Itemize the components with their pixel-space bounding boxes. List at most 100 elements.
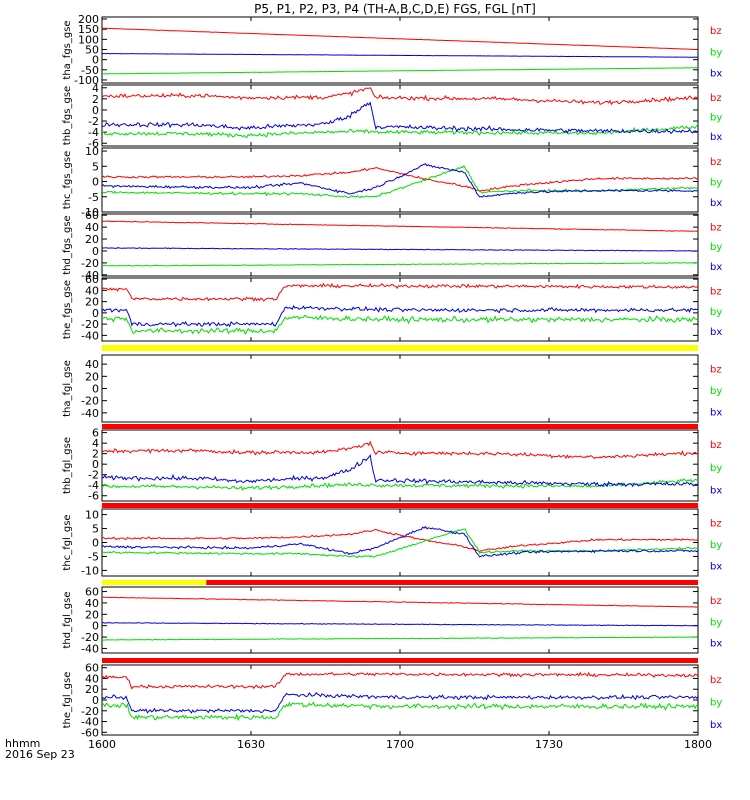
series-by xyxy=(101,124,699,139)
x-tick-label: 1630 xyxy=(237,738,265,751)
y-tick-label: 0 xyxy=(92,176,99,189)
y-tick-label: 60 xyxy=(85,662,99,675)
legend-by: by xyxy=(710,386,722,397)
y-tick-label: -10 xyxy=(81,564,99,577)
series-by xyxy=(101,314,699,336)
legend-by: by xyxy=(710,47,722,58)
flag-bar-red xyxy=(102,503,698,508)
y-axis-label: thb_fgs_gse xyxy=(62,86,73,145)
y-tick-label: 0 xyxy=(92,54,99,67)
y-tick-label: -40 xyxy=(81,407,99,420)
y-tick-label: 20 xyxy=(85,296,99,309)
y-tick-label: 0 xyxy=(92,383,99,396)
legend-bx: bx xyxy=(710,486,722,497)
y-tick-label: -40 xyxy=(81,329,99,342)
y-tick-label: 40 xyxy=(85,284,99,297)
series-bx xyxy=(101,692,699,714)
y-tick-label: -6 xyxy=(88,137,99,150)
y-tick-label: -20 xyxy=(81,395,99,408)
y-tick-label: -2 xyxy=(88,469,99,482)
y-tick-label: -4 xyxy=(88,479,99,492)
panel-frame xyxy=(101,586,699,654)
legend-by: by xyxy=(710,617,722,628)
y-tick-label: 0 xyxy=(92,458,99,471)
legend-by: by xyxy=(710,540,722,551)
y-tick-label: 40 xyxy=(85,221,99,234)
legend-bx: bx xyxy=(710,638,722,649)
y-tick-label: -10 xyxy=(81,206,99,219)
y-tick-label: 0 xyxy=(92,245,99,258)
series-bx xyxy=(101,453,699,488)
panel-frame xyxy=(101,354,699,423)
y-tick-label: -20 xyxy=(81,257,99,270)
panel-frame xyxy=(101,508,699,577)
legend-by: by xyxy=(710,307,722,318)
flag-bar-red xyxy=(206,580,699,585)
x-axis-label-hhmm: hhmm xyxy=(5,737,40,750)
series-bx xyxy=(101,525,699,558)
y-tick-label: 20 xyxy=(85,608,99,621)
flag-bar-yellow xyxy=(102,345,698,351)
y-tick-label: 0 xyxy=(92,694,99,707)
y-tick-label: 60 xyxy=(85,586,99,599)
y-tick-label: 10 xyxy=(85,509,99,522)
series-bx xyxy=(101,304,699,328)
y-tick-label: -2 xyxy=(88,115,99,128)
y-tick-label: -40 xyxy=(81,642,99,655)
series-bx xyxy=(102,247,699,252)
legend-bz: bz xyxy=(710,287,722,298)
y-tick-label: 0 xyxy=(92,537,99,550)
legend-by: by xyxy=(710,242,722,253)
legend-bz: bz xyxy=(710,222,722,233)
legend-by: by xyxy=(710,463,722,474)
y-tick-label: 50 xyxy=(85,43,99,56)
y-tick-label: 40 xyxy=(85,672,99,685)
series-bz xyxy=(101,282,699,302)
legend-bz: bz xyxy=(710,518,722,529)
y-tick-label: -6 xyxy=(88,490,99,503)
y-tick-label: 0 xyxy=(92,307,99,320)
y-tick-label: 2 xyxy=(92,93,99,106)
series-bx xyxy=(101,53,699,58)
y-tick-label: -20 xyxy=(81,631,99,644)
x-axis-label-date: 2016 Sep 23 xyxy=(5,748,75,761)
legend-bx: bx xyxy=(710,561,722,572)
y-tick-label: 40 xyxy=(85,358,99,371)
legend-bx: bx xyxy=(710,327,722,338)
series-bx xyxy=(101,163,699,198)
series-by xyxy=(101,67,699,75)
legend-by: by xyxy=(710,697,722,708)
flag-bar-red xyxy=(102,658,698,663)
y-axis-label: the_fgs_gse xyxy=(62,280,73,339)
y-tick-label: 20 xyxy=(85,233,99,246)
panel-frame xyxy=(101,429,699,502)
y-tick-label: -4 xyxy=(88,126,99,139)
series-by xyxy=(101,701,699,722)
series-bx xyxy=(101,101,699,135)
flag-bar-red xyxy=(102,424,698,429)
y-tick-label: 5 xyxy=(92,160,99,173)
flag-bars-group xyxy=(102,345,699,663)
series-bz xyxy=(101,220,699,232)
y-tick-label: 10 xyxy=(85,145,99,158)
legend-bx: bx xyxy=(710,68,722,79)
y-tick-label: -40 xyxy=(81,269,99,282)
series-by xyxy=(101,636,699,641)
legend-bx: bx xyxy=(710,720,722,731)
series-bx xyxy=(101,622,699,627)
y-axis-label: thd_fgl_gse xyxy=(62,592,73,649)
y-tick-label: -50 xyxy=(81,64,99,77)
legend-bx: bx xyxy=(710,198,722,209)
legend-bx: bx xyxy=(710,407,722,418)
series-bz xyxy=(101,167,699,192)
y-axis-label: tha_fgs_gse xyxy=(62,20,73,79)
series-by xyxy=(101,262,698,267)
